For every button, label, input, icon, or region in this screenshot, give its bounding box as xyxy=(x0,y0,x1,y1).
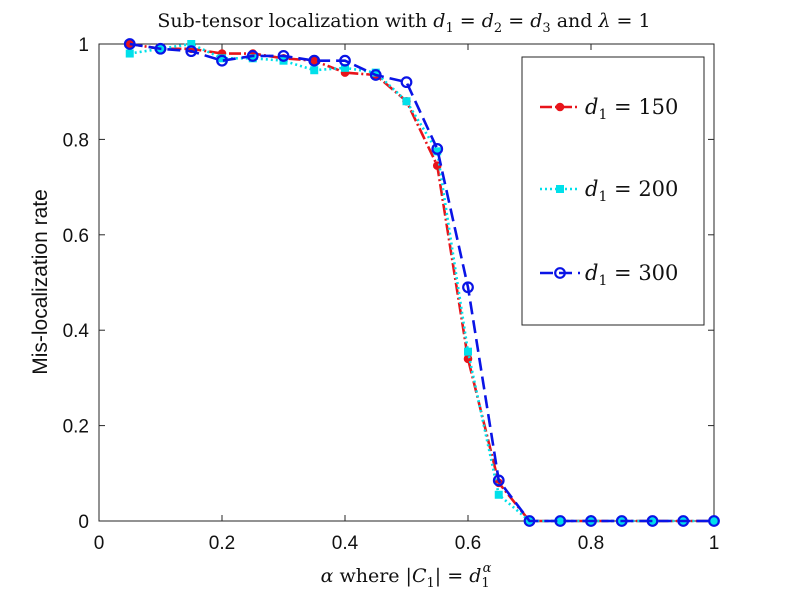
data-point xyxy=(402,97,411,106)
y-tick-labels: 0 0.2 0.4 0.6 0.8 1 xyxy=(63,35,90,533)
data-point xyxy=(310,66,319,75)
y-axis-label: Mis-localization rate xyxy=(29,189,52,375)
legend-box xyxy=(521,56,705,326)
data-point xyxy=(400,76,413,89)
series-3 xyxy=(123,38,720,527)
legend-marker xyxy=(555,102,565,112)
legend-label: d1 = 200 xyxy=(585,177,678,205)
x-tick-label: 0.4 xyxy=(332,533,359,554)
data-point xyxy=(246,50,259,62)
x-tick-label: 0.2 xyxy=(209,533,235,554)
data-point xyxy=(216,54,228,67)
x-tick-label: 0.6 xyxy=(455,533,481,554)
plot-area-frame xyxy=(98,43,715,522)
data-point xyxy=(677,515,690,527)
y-tick-label: 0.6 xyxy=(63,226,89,247)
data-point xyxy=(464,347,472,356)
data-point xyxy=(185,45,198,58)
data-point xyxy=(341,63,349,72)
data-point xyxy=(431,143,444,155)
legend-entry: d1 = 150 xyxy=(540,95,678,123)
data-point xyxy=(123,38,136,50)
data-point xyxy=(615,515,628,527)
data-point xyxy=(494,490,503,499)
data-point xyxy=(125,49,134,58)
data-point xyxy=(154,42,167,55)
chart-title: Sub-tensor localization with d1 = d2 = d… xyxy=(157,10,650,36)
x-tick-label: 0 xyxy=(94,533,105,554)
legend-entry: d1 = 200 xyxy=(540,177,678,205)
data-point xyxy=(462,281,474,294)
legend-entry: d1 = 300 xyxy=(540,261,678,289)
data-point xyxy=(646,515,659,527)
y-tick-label: 0 xyxy=(78,512,89,533)
y-tick-label: 0.2 xyxy=(63,417,89,438)
y-tick-label: 1 xyxy=(78,35,89,56)
legend-label: d1 = 150 xyxy=(585,95,678,123)
data-point xyxy=(369,69,382,81)
data-point xyxy=(523,515,536,527)
series-layer xyxy=(123,38,720,527)
data-point xyxy=(308,54,321,67)
data-point xyxy=(556,517,565,525)
data-point xyxy=(710,517,718,525)
y-tick-label: 0.8 xyxy=(63,130,89,151)
x-tick-label: 1 xyxy=(709,533,720,554)
data-point xyxy=(585,515,597,527)
y-tick-label: 0.4 xyxy=(63,321,90,342)
data-point xyxy=(708,515,720,527)
data-point xyxy=(277,50,290,62)
data-point xyxy=(187,40,196,48)
data-point xyxy=(554,515,567,527)
x-tick-labels: 0 0.2 0.4 0.6 0.8 1 xyxy=(94,533,720,554)
data-point xyxy=(339,54,351,67)
legend: d1 = 150 d1 = 200 d1 = 300 xyxy=(521,56,705,326)
data-point xyxy=(492,474,505,487)
legend-label: d1 = 300 xyxy=(585,261,678,289)
legend-marker xyxy=(554,267,566,279)
legend-marker xyxy=(556,185,564,193)
x-axis-label: α where |C1| = d1α xyxy=(321,561,492,591)
axis-ticks xyxy=(98,43,715,522)
x-tick-label: 0.8 xyxy=(578,533,604,554)
